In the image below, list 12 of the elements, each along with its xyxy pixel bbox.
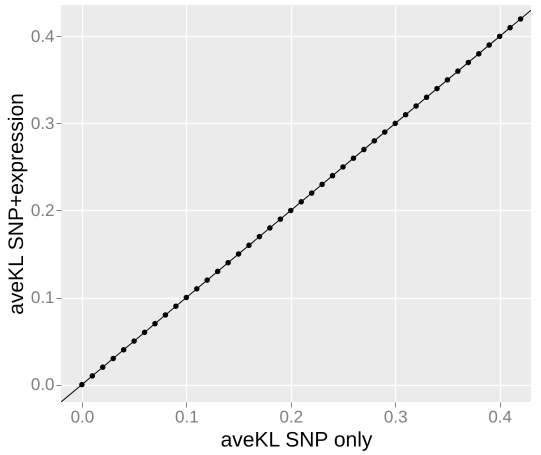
x-tick-label: 0.2 [279, 408, 304, 426]
x-tick-label: 0.3 [384, 408, 408, 426]
x-tick-label: 0.1 [175, 408, 199, 426]
x-axis-title: aveKL SNP only [220, 428, 373, 452]
y-tick-label: 0.3 [30, 114, 54, 133]
x-tick-label: 0.4 [488, 408, 512, 426]
y-tick-label: 0.0 [30, 375, 54, 394]
y-tick-label: 0.2 [30, 200, 54, 220]
x-tick-label: 0.0 [70, 408, 94, 426]
y-axis-title: aveKL SNP+expression [4, 93, 28, 315]
y-tick-label: 0.1 [30, 288, 54, 308]
y-tick-label: 0.4 [30, 26, 54, 46]
